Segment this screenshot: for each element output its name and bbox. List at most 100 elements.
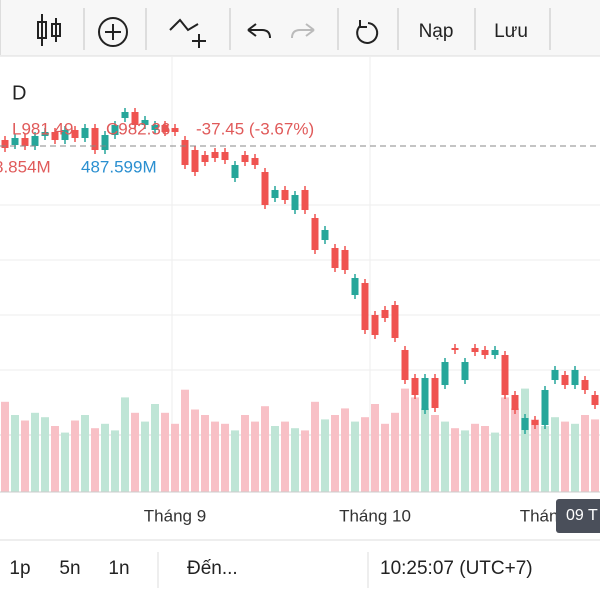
volume-bar bbox=[551, 417, 559, 492]
candle-body bbox=[71, 130, 79, 138]
candle-body bbox=[521, 418, 529, 430]
candle-body bbox=[301, 190, 309, 210]
candle-body bbox=[491, 350, 499, 355]
volume-bar bbox=[81, 415, 89, 492]
candle-body bbox=[411, 378, 419, 395]
legend-close: C982.36 bbox=[106, 119, 170, 138]
grid bbox=[0, 56, 600, 492]
candle-body bbox=[321, 230, 329, 240]
candle-body bbox=[281, 190, 289, 200]
volume-bar bbox=[101, 423, 109, 492]
candle-body bbox=[421, 378, 429, 410]
candle-body bbox=[241, 155, 249, 162]
candle-body bbox=[41, 132, 49, 136]
volume-bar bbox=[221, 423, 229, 492]
volume-bar bbox=[41, 417, 49, 492]
candle-body bbox=[261, 172, 269, 205]
candle-body bbox=[21, 138, 29, 146]
crosshair-label: 09 T bbox=[566, 507, 598, 524]
volume-bar bbox=[161, 412, 169, 492]
candle-body bbox=[111, 125, 119, 135]
candle-body bbox=[461, 362, 469, 380]
volume-bar bbox=[11, 415, 19, 492]
volume-bar bbox=[341, 408, 349, 492]
volume-bar bbox=[181, 389, 189, 492]
candle-body bbox=[441, 362, 449, 385]
candle-body bbox=[51, 132, 59, 140]
candle-body bbox=[141, 120, 149, 125]
volume-bar bbox=[31, 412, 39, 492]
volume-bar bbox=[411, 397, 419, 492]
candle-body bbox=[81, 128, 89, 138]
toolbar-button[interactable]: Nạp bbox=[419, 21, 454, 42]
range-button[interactable]: 5n bbox=[59, 558, 80, 579]
candle-body bbox=[271, 190, 279, 198]
candle-body bbox=[381, 310, 389, 318]
volume-bar bbox=[521, 388, 529, 492]
volume-bar bbox=[351, 421, 359, 492]
candle-body bbox=[211, 152, 219, 158]
volume-bar bbox=[561, 421, 569, 492]
candle-body bbox=[591, 395, 599, 405]
volume-bar bbox=[241, 415, 249, 492]
candle-body bbox=[91, 128, 99, 150]
volume-bar bbox=[481, 426, 489, 492]
volume-bar bbox=[391, 412, 399, 492]
candle-body bbox=[171, 128, 179, 132]
volume-bar bbox=[281, 421, 289, 492]
x-tick-label: Tháng 9 bbox=[144, 506, 206, 525]
volume-bar bbox=[231, 430, 239, 492]
candle-body bbox=[451, 348, 459, 350]
volume-bar bbox=[541, 426, 549, 492]
volume-bar bbox=[471, 423, 479, 492]
range-button[interactable]: 1n bbox=[108, 558, 129, 579]
candle-body bbox=[351, 278, 359, 295]
candle-body bbox=[231, 165, 239, 178]
volume-bar bbox=[191, 409, 199, 492]
volume-bar bbox=[491, 432, 499, 492]
volume-bar bbox=[61, 432, 69, 492]
legend-low: L981.49 bbox=[12, 119, 73, 138]
candle-body bbox=[511, 395, 519, 410]
crosshair-box bbox=[556, 499, 600, 533]
volume-bar bbox=[291, 428, 299, 492]
range-button[interactable]: 1p bbox=[9, 558, 30, 579]
volume-bar bbox=[431, 415, 439, 492]
volume-bar bbox=[111, 430, 119, 492]
candle-body bbox=[541, 390, 549, 425]
interval: D bbox=[12, 82, 26, 104]
candle-body bbox=[131, 112, 139, 125]
volume-layer bbox=[1, 388, 599, 492]
toolbar-icons bbox=[0, 0, 551, 55]
volume-bar bbox=[331, 415, 339, 492]
candle-body bbox=[371, 315, 379, 335]
candle-body bbox=[471, 348, 479, 352]
volume-bar bbox=[451, 428, 459, 492]
volume-bar bbox=[371, 404, 379, 492]
candle-body bbox=[31, 136, 39, 146]
volume-bar bbox=[321, 419, 329, 492]
volume-bar bbox=[1, 401, 9, 492]
volume-bar bbox=[311, 401, 319, 492]
candle-body bbox=[581, 380, 589, 390]
volume-bar bbox=[171, 423, 179, 492]
candle-body bbox=[191, 150, 199, 172]
candle-body bbox=[561, 375, 569, 385]
candle-body bbox=[251, 158, 259, 165]
volume-bar bbox=[201, 415, 209, 492]
x-tick-label: Tháng 10 bbox=[339, 506, 411, 525]
volume-bar bbox=[21, 420, 29, 492]
candle-body bbox=[151, 125, 159, 130]
goto-button[interactable]: Đến... bbox=[187, 558, 238, 579]
volume-bar bbox=[261, 406, 269, 492]
volume-bar bbox=[531, 419, 539, 492]
volume-bar bbox=[581, 415, 589, 492]
volume-bar bbox=[141, 421, 149, 492]
toolbar-button[interactable]: Lưu bbox=[494, 21, 528, 42]
volume-bar bbox=[441, 421, 449, 492]
candle-body bbox=[291, 195, 299, 210]
volume-bar bbox=[381, 423, 389, 492]
legend-volume: 487.599M bbox=[81, 157, 157, 176]
candle-body bbox=[311, 218, 319, 250]
